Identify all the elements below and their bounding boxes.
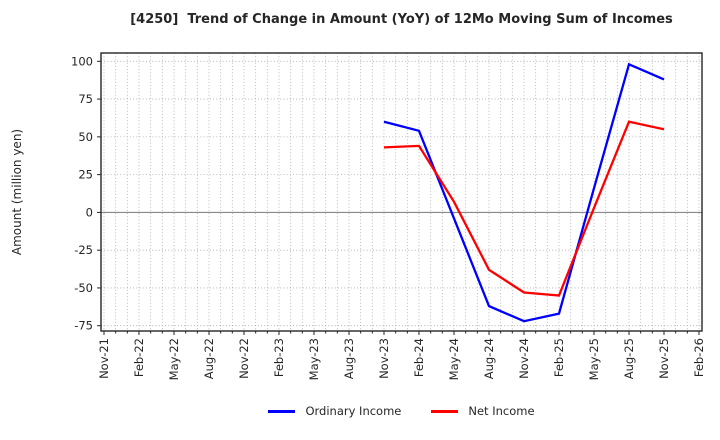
svg-text:50: 50 [78, 130, 93, 144]
svg-text:Feb-24: Feb-24 [412, 338, 426, 377]
svg-text:May-25: May-25 [587, 338, 601, 380]
svg-text:Nov-22: Nov-22 [237, 338, 251, 379]
svg-text:75: 75 [78, 92, 93, 106]
svg-text:Nov-24: Nov-24 [517, 338, 531, 379]
svg-text:25: 25 [78, 168, 93, 182]
legend-label: Net Income [468, 404, 535, 418]
svg-text:May-22: May-22 [167, 338, 181, 380]
svg-text:-50: -50 [74, 281, 93, 295]
svg-text:-25: -25 [74, 243, 93, 257]
svg-text:Aug-24: Aug-24 [482, 338, 496, 379]
svg-text:Nov-23: Nov-23 [377, 338, 391, 379]
svg-text:Feb-23: Feb-23 [272, 338, 286, 377]
svg-text:-75: -75 [74, 319, 93, 333]
chart-title: [4250] Trend of Change in Amount (YoY) o… [130, 12, 673, 27]
svg-text:Nov-21: Nov-21 [97, 338, 111, 379]
net-income-line-icon [431, 409, 459, 413]
legend-item-ordinary-income: Ordinary Income [268, 404, 401, 418]
svg-text:May-24: May-24 [447, 338, 461, 380]
svg-text:Feb-26: Feb-26 [692, 338, 706, 377]
svg-text:100: 100 [71, 54, 93, 68]
svg-text:Nov-25: Nov-25 [657, 338, 671, 379]
ordinary-income-line-icon [268, 409, 296, 413]
svg-text:Aug-22: Aug-22 [202, 338, 216, 379]
legend-label: Ordinary Income [305, 404, 402, 418]
svg-text:Feb-22: Feb-22 [132, 338, 146, 377]
svg-text:Aug-23: Aug-23 [342, 338, 356, 379]
svg-text:May-23: May-23 [307, 338, 321, 380]
svg-text:0: 0 [86, 205, 93, 219]
svg-text:Feb-25: Feb-25 [552, 338, 566, 377]
legend-item-net-income: Net Income [431, 404, 535, 418]
chart-legend: Ordinary Income Net Income [101, 404, 702, 418]
svg-text:Aug-25: Aug-25 [622, 338, 636, 379]
